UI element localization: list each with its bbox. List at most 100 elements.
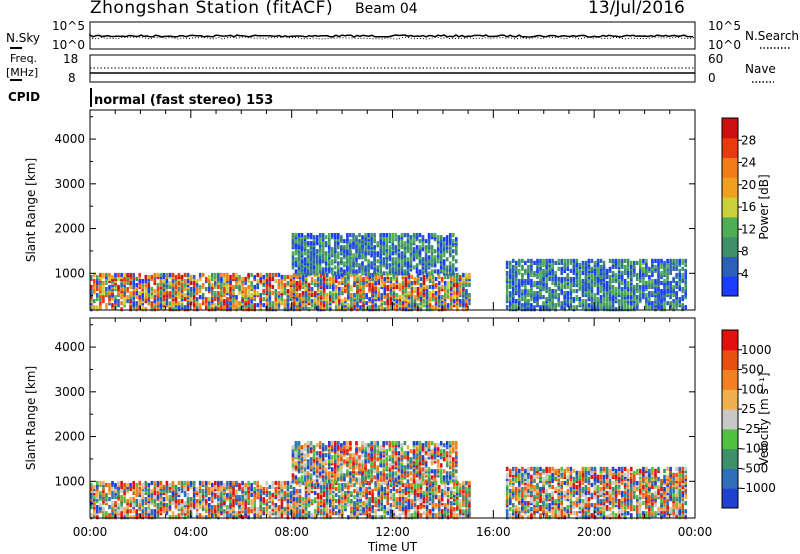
range-gate-cell bbox=[468, 511, 471, 516]
range-gate-cell bbox=[135, 295, 138, 300]
range-gate-cell bbox=[111, 486, 114, 492]
range-gate-cell bbox=[614, 287, 618, 292]
range-gate-cell bbox=[271, 305, 275, 310]
nsky-tick-top: 10^5 bbox=[52, 19, 85, 33]
range-gate-cell bbox=[572, 280, 576, 286]
range-gate-cell bbox=[189, 480, 193, 486]
range-gate-cell bbox=[271, 276, 275, 282]
range-gate-cell bbox=[315, 259, 319, 264]
range-gate-cell bbox=[220, 305, 223, 310]
range-gate-cell bbox=[431, 503, 435, 508]
range-gate-cell bbox=[186, 486, 190, 492]
range-gate-cell bbox=[211, 291, 214, 296]
range-gate-cell bbox=[111, 490, 114, 496]
range-gate-cell bbox=[90, 274, 93, 280]
range-gate-cell bbox=[341, 291, 344, 296]
range-gate-cell bbox=[235, 301, 238, 306]
range-gate-cell bbox=[398, 507, 402, 512]
range-gate-cell bbox=[521, 278, 524, 284]
range-gate-cell bbox=[183, 305, 187, 310]
range-gate-cell bbox=[452, 255, 455, 260]
range-gate-cell bbox=[144, 307, 148, 312]
range-gate-cell bbox=[307, 482, 311, 488]
range-gate-cell bbox=[569, 282, 573, 288]
range-gate-cell bbox=[349, 249, 352, 254]
range-gate-cell bbox=[120, 507, 123, 512]
range-gate-cell bbox=[174, 484, 178, 490]
range-gate-cell bbox=[192, 307, 196, 312]
range-gate-cell bbox=[373, 233, 376, 238]
range-gate-cell bbox=[165, 291, 169, 296]
range-gate-cell bbox=[198, 488, 202, 494]
range-gate-cell bbox=[313, 497, 317, 502]
range-gate-cell bbox=[681, 287, 684, 292]
range-gate-cell bbox=[385, 237, 388, 242]
range-gate-cell bbox=[271, 291, 275, 296]
range-gate-cell bbox=[557, 258, 560, 263]
range-gate-cell bbox=[666, 301, 669, 306]
range-gate-cell bbox=[312, 235, 316, 240]
range-gate-cell bbox=[416, 272, 420, 278]
range-gate-cell bbox=[412, 239, 416, 244]
range-gate-cell bbox=[334, 247, 337, 252]
range-gate-cell bbox=[421, 235, 425, 240]
range-gate-cell bbox=[226, 284, 229, 290]
range-gate-cell bbox=[371, 509, 374, 514]
range-gate-cell bbox=[548, 293, 551, 298]
range-gate-cell bbox=[465, 303, 468, 308]
range-gate-cell bbox=[111, 501, 114, 506]
range-gate-cell bbox=[406, 239, 410, 244]
range-gate-cell bbox=[462, 515, 465, 520]
range-gate-cell bbox=[303, 453, 307, 458]
range-gate-cell bbox=[192, 499, 196, 504]
range-gate-cell bbox=[611, 276, 615, 282]
range-gate-cell bbox=[440, 307, 444, 312]
range-gate-cell bbox=[171, 278, 175, 284]
range-gate-cell bbox=[334, 271, 337, 276]
range-gate-cell bbox=[328, 475, 331, 480]
range-gate-cell bbox=[599, 295, 603, 300]
range-gate-cell bbox=[449, 235, 452, 240]
range-gate-cell bbox=[566, 266, 569, 271]
range-gate-cell bbox=[385, 263, 388, 268]
range-gate-cell bbox=[286, 480, 290, 486]
range-gate-cell bbox=[430, 251, 434, 256]
range-gate-cell bbox=[338, 495, 341, 500]
range-gate-cell bbox=[533, 260, 536, 265]
range-gate-cell bbox=[524, 278, 527, 284]
range-gate-cell bbox=[654, 278, 657, 284]
range-gate-cell bbox=[400, 255, 404, 260]
range-gate-cell bbox=[459, 488, 462, 494]
range-gate-cell bbox=[244, 280, 247, 286]
range-gate-cell bbox=[265, 480, 269, 486]
range-gate-cell bbox=[557, 297, 560, 302]
range-gate-cell bbox=[114, 295, 117, 300]
range-gate-cell bbox=[226, 289, 229, 294]
range-gate-cell bbox=[291, 463, 295, 468]
range-gate-cell bbox=[144, 507, 148, 512]
range-gate-cell bbox=[465, 492, 468, 498]
range-gate-cell bbox=[349, 459, 352, 464]
range-gate-cell bbox=[450, 305, 453, 310]
range-gate-cell bbox=[102, 507, 105, 512]
range-gate-cell bbox=[174, 488, 178, 494]
range-gate-cell bbox=[123, 482, 126, 488]
range-gate-cell bbox=[132, 272, 135, 278]
range-gate-cell bbox=[313, 291, 317, 296]
range-gate-cell bbox=[324, 241, 328, 246]
range-gate-cell bbox=[324, 255, 328, 260]
range-gate-cell bbox=[349, 243, 352, 248]
range-gate-cell bbox=[443, 280, 447, 286]
range-gate-cell bbox=[165, 278, 169, 284]
range-gate-cell bbox=[294, 441, 298, 446]
range-gate-cell bbox=[379, 235, 382, 240]
range-gate-cell bbox=[436, 269, 440, 274]
range-gate-cell bbox=[382, 233, 385, 238]
range-gate-cell bbox=[371, 505, 374, 510]
range-gate-cell bbox=[343, 239, 346, 244]
range-gate-cell bbox=[247, 299, 250, 304]
range-gate-cell bbox=[238, 284, 241, 290]
range-gate-cell bbox=[401, 507, 405, 512]
range-gate-cell bbox=[292, 272, 296, 278]
range-gate-cell bbox=[217, 291, 220, 296]
